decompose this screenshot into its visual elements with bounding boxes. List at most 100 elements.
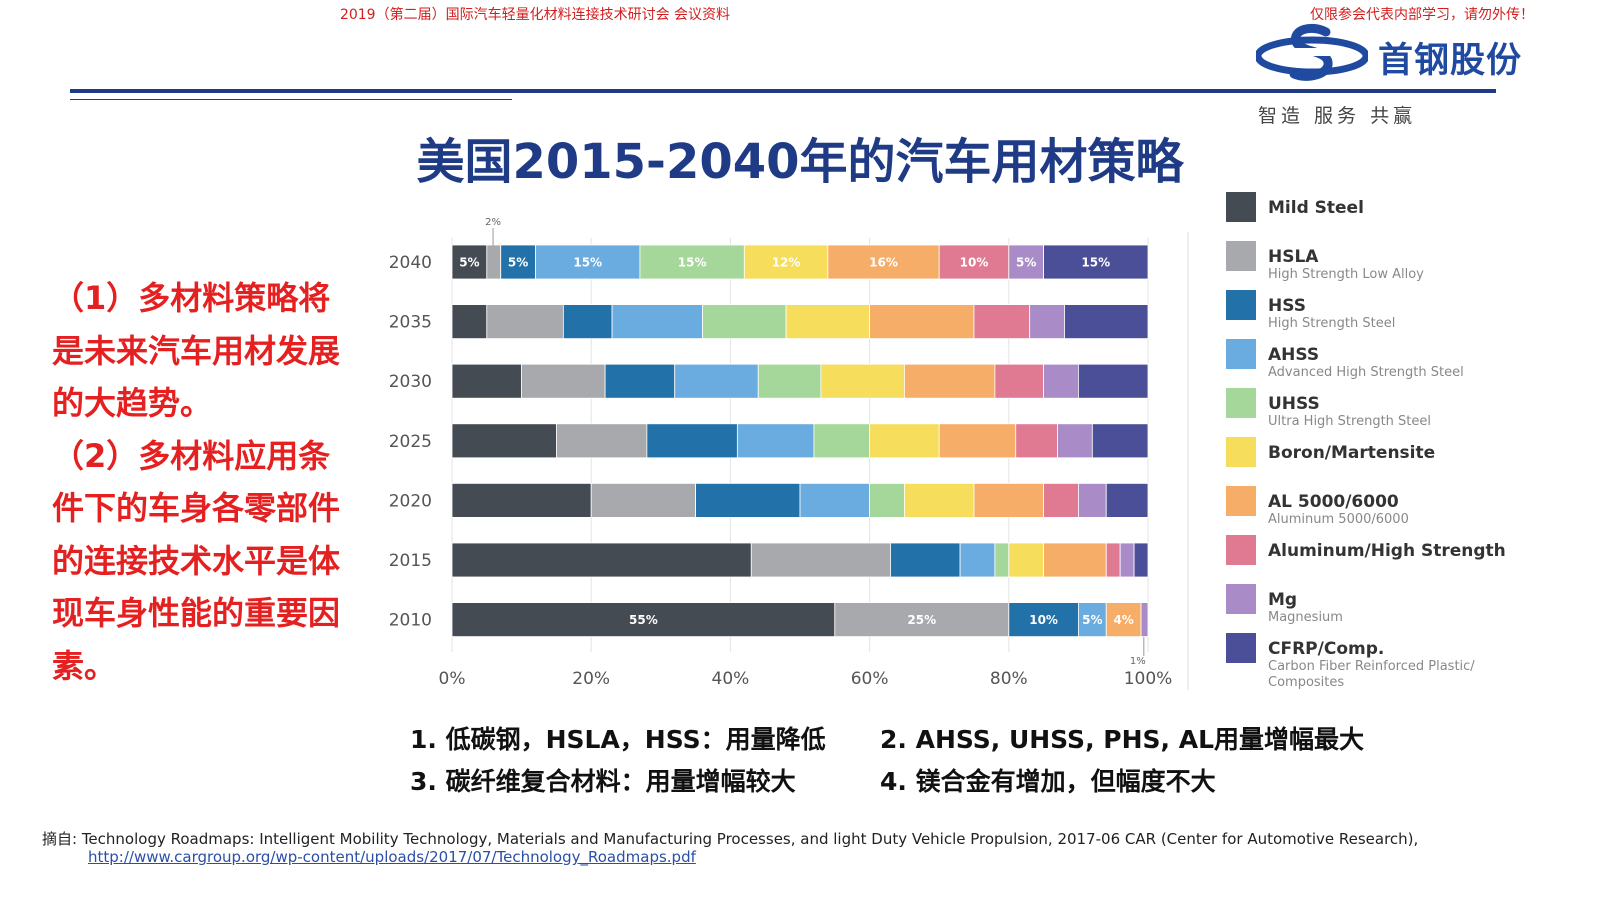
legend-swatch bbox=[1226, 192, 1256, 222]
bar-data-label: 5% bbox=[459, 256, 479, 270]
bar-data-label: 25% bbox=[907, 613, 936, 627]
bar-segment bbox=[562, 304, 613, 340]
bar-segment bbox=[938, 423, 1017, 459]
bar-segment bbox=[973, 304, 1031, 340]
bar-segment bbox=[1057, 423, 1093, 459]
legend-sublabel: High Strength Steel bbox=[1268, 316, 1395, 331]
source-link[interactable]: http://www.cargroup.org/wp-content/uploa… bbox=[88, 848, 696, 866]
bar-segment bbox=[1105, 482, 1149, 518]
bar-segment bbox=[1064, 304, 1149, 340]
conclusion-1: 1. 低碳钢，HSLA，HSS：用量降低 bbox=[410, 725, 826, 754]
bar-segment bbox=[695, 482, 801, 518]
y-tick-label: 2030 bbox=[389, 372, 432, 392]
annotation-label: 1% bbox=[1130, 656, 1146, 667]
brand-name: 首钢股份 bbox=[1378, 41, 1523, 81]
bar-segment bbox=[1043, 482, 1079, 518]
legend-sublabel: Ultra High Strength Steel bbox=[1268, 414, 1431, 429]
bar-segment bbox=[890, 542, 961, 578]
legend-label: UHSS bbox=[1268, 394, 1320, 414]
bar-segment bbox=[869, 304, 975, 340]
bar-segment bbox=[785, 304, 871, 340]
bar-segment bbox=[1105, 542, 1121, 578]
summary-point-2: （2）多材料应用条件下的车身各零部件的连接技术水平是体现车身性能的重要因素。 bbox=[52, 436, 341, 685]
legend-sublabel: Advanced High Strength Steel bbox=[1268, 365, 1464, 380]
bar-segment bbox=[820, 363, 905, 399]
chart-y-axis: 2040 2035 2030 2025 2020 2015 2010 bbox=[389, 253, 432, 631]
y-tick-label: 2025 bbox=[389, 432, 432, 452]
legend-label: Aluminum/High Strength bbox=[1268, 541, 1506, 561]
legend-label: Boron/Martensite bbox=[1268, 443, 1435, 463]
bar-segment bbox=[904, 482, 975, 518]
legend-swatch bbox=[1226, 241, 1256, 271]
left-summary: （1）多材料策略将是未来汽车用材发展的大趋势。 （2）多材料应用条件下的车身各零… bbox=[52, 272, 352, 692]
bar-segment bbox=[757, 363, 822, 399]
bar-segment bbox=[451, 423, 557, 459]
bar-segment bbox=[799, 482, 870, 518]
bar-segment bbox=[1140, 602, 1149, 637]
bar-segment bbox=[813, 423, 870, 459]
bar-data-label: 16% bbox=[869, 256, 898, 270]
bar-segment bbox=[904, 363, 996, 399]
legend-sublabel: High Strength Low Alloy bbox=[1268, 267, 1424, 282]
bar-data-label: 5% bbox=[508, 256, 528, 270]
bar-segment bbox=[938, 244, 1010, 280]
x-tick-label: 60% bbox=[851, 669, 889, 689]
legend-swatch bbox=[1226, 388, 1256, 418]
bar-segment bbox=[500, 244, 536, 280]
header-rule-thin bbox=[70, 99, 512, 100]
legend-label: HSS bbox=[1268, 296, 1306, 316]
summary-point-1: （1）多材料策略将是未来汽车用材发展的大趋势。 bbox=[52, 279, 341, 422]
legend-label: HSLA bbox=[1268, 247, 1319, 267]
bar-segment bbox=[1105, 602, 1142, 637]
bar-segment bbox=[1008, 542, 1044, 578]
bar-segment bbox=[869, 482, 905, 518]
x-tick-label: 0% bbox=[439, 669, 466, 689]
header-rule bbox=[70, 89, 1496, 93]
legend-sublabel: Carbon Fiber Reinforced Plastic/ bbox=[1268, 659, 1475, 674]
bar-segment bbox=[535, 244, 641, 280]
bar-segment bbox=[451, 304, 488, 340]
bar-segment bbox=[1043, 244, 1149, 280]
source-citation: 摘自: Technology Roadmaps: Intelligent Mob… bbox=[42, 830, 1419, 848]
bar-segment bbox=[1043, 542, 1107, 578]
bar-segment bbox=[869, 423, 940, 459]
bar-segment bbox=[1008, 602, 1079, 637]
x-tick-label: 40% bbox=[712, 669, 750, 689]
bar-data-label: 10% bbox=[960, 256, 989, 270]
y-tick-label: 2015 bbox=[389, 551, 432, 571]
bar-segment bbox=[1043, 363, 1079, 399]
bar-segment bbox=[834, 602, 1010, 637]
bar-data-label: 12% bbox=[772, 256, 801, 270]
bar-segment bbox=[639, 244, 745, 280]
y-tick-label: 2010 bbox=[389, 611, 432, 631]
bar-segment bbox=[973, 482, 1044, 518]
bar-segment bbox=[1078, 482, 1107, 518]
legend-swatch bbox=[1226, 339, 1256, 369]
y-tick-label: 2035 bbox=[389, 313, 432, 333]
slide-title: 美国2015-2040年的汽车用材策略 bbox=[416, 134, 1184, 190]
bar-segment bbox=[451, 602, 836, 637]
bar-segment bbox=[743, 244, 829, 280]
legend-label: CFRP/Comp. bbox=[1268, 639, 1384, 659]
bar-data-label: 10% bbox=[1029, 613, 1058, 627]
conclusion-2: 2. AHSS, UHSS, PHS, AL用量增幅最大 bbox=[880, 725, 1364, 754]
chart-bars: 5% 5% 15% 15% 12% 16% 10% 5% 15% 55% 25% 10% 5% 4% bbox=[451, 244, 1149, 637]
bar-segment bbox=[702, 304, 787, 340]
legend-swatch bbox=[1226, 584, 1256, 614]
bar-segment bbox=[827, 244, 940, 280]
bar-segment bbox=[1029, 304, 1065, 340]
bar-segment bbox=[556, 423, 648, 459]
bar-segment bbox=[674, 363, 759, 399]
legend-swatch bbox=[1226, 486, 1256, 516]
bar-segment bbox=[590, 482, 697, 518]
bar-data-label: 15% bbox=[678, 256, 707, 270]
x-tick-label: 20% bbox=[572, 669, 610, 689]
legend-swatch bbox=[1226, 633, 1256, 663]
conference-header: 2019（第二届）国际汽车轻量化材料连接技术研讨会 会议资料 bbox=[339, 7, 731, 23]
legend-swatch bbox=[1226, 290, 1256, 320]
legend-sublabel: Aluminum 5000/6000 bbox=[1268, 512, 1409, 527]
bar-segment bbox=[451, 542, 752, 578]
bar-segment bbox=[994, 363, 1045, 399]
